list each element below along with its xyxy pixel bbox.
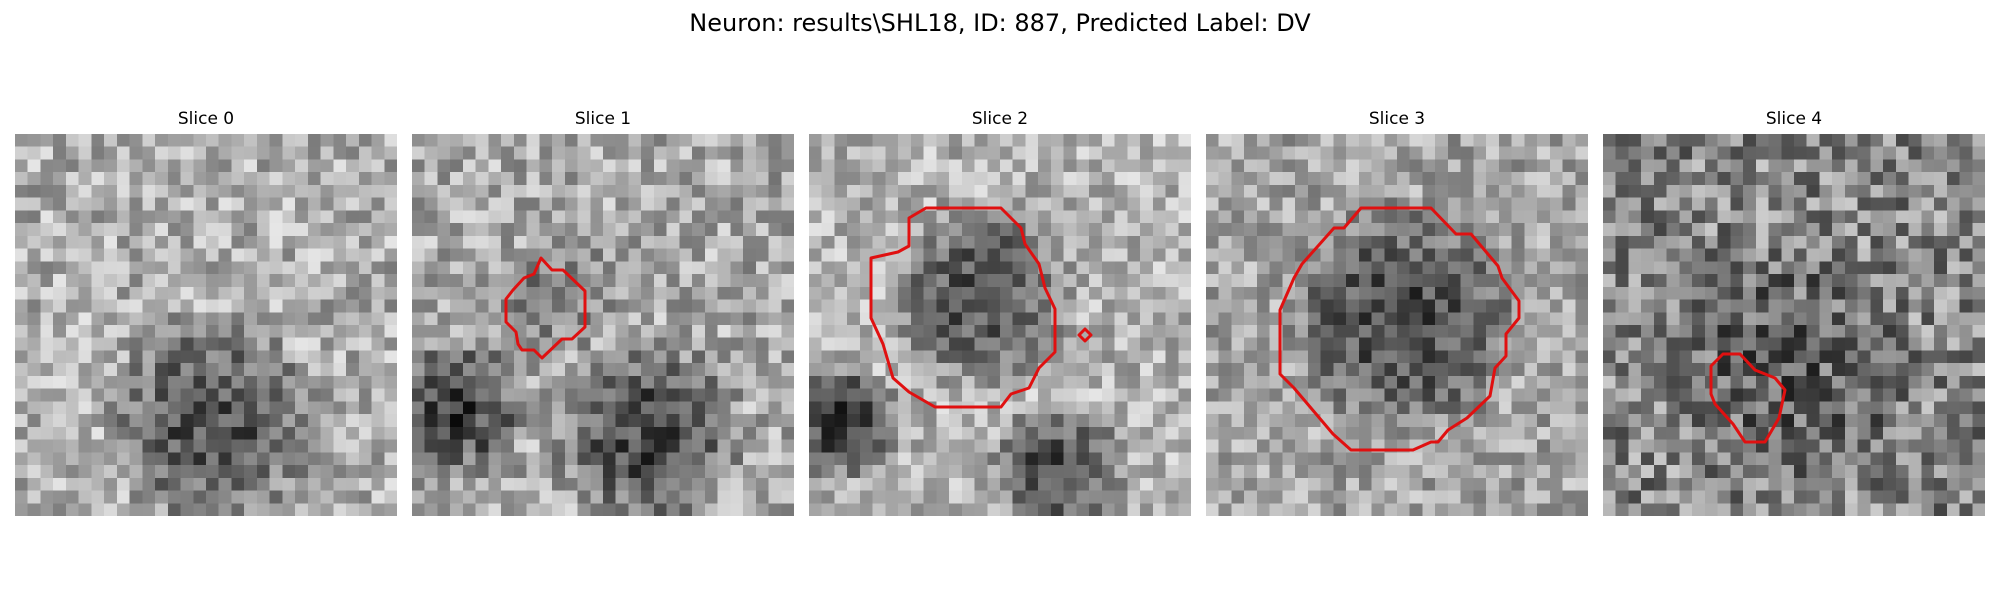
slice-panel-0 — [15, 134, 397, 516]
slice-title-0: Slice 0 — [177, 109, 235, 129]
roi-contour-2 — [869, 206, 1093, 409]
figure-title: Neuron: results\SHL18, ID: 887, Predicte… — [689, 9, 1311, 37]
slice-title-2: Slice 2 — [971, 109, 1029, 129]
slice-title-1: Slice 1 — [574, 109, 632, 129]
roi-outline-small — [1077, 327, 1093, 343]
slice-panel-4 — [1603, 134, 1985, 516]
roi-outline — [1709, 352, 1787, 444]
roi-outline — [1278, 206, 1521, 452]
roi-outline — [869, 206, 1057, 409]
slice-title-4: Slice 4 — [1765, 109, 1823, 129]
slice-panel-2 — [809, 134, 1191, 516]
roi-contour-4 — [1709, 352, 1787, 444]
slice-panel-1 — [412, 134, 794, 516]
slice-title-3: Slice 3 — [1368, 109, 1426, 129]
roi-contour-3 — [1278, 206, 1521, 452]
slice-image-0 — [15, 134, 397, 516]
roi-contour-1 — [504, 256, 587, 360]
slice-panel-3 — [1206, 134, 1588, 516]
slice-image-4 — [1603, 134, 1985, 516]
roi-outline — [504, 256, 587, 360]
slice-image-1 — [412, 134, 794, 516]
slice-image-3 — [1206, 134, 1588, 516]
